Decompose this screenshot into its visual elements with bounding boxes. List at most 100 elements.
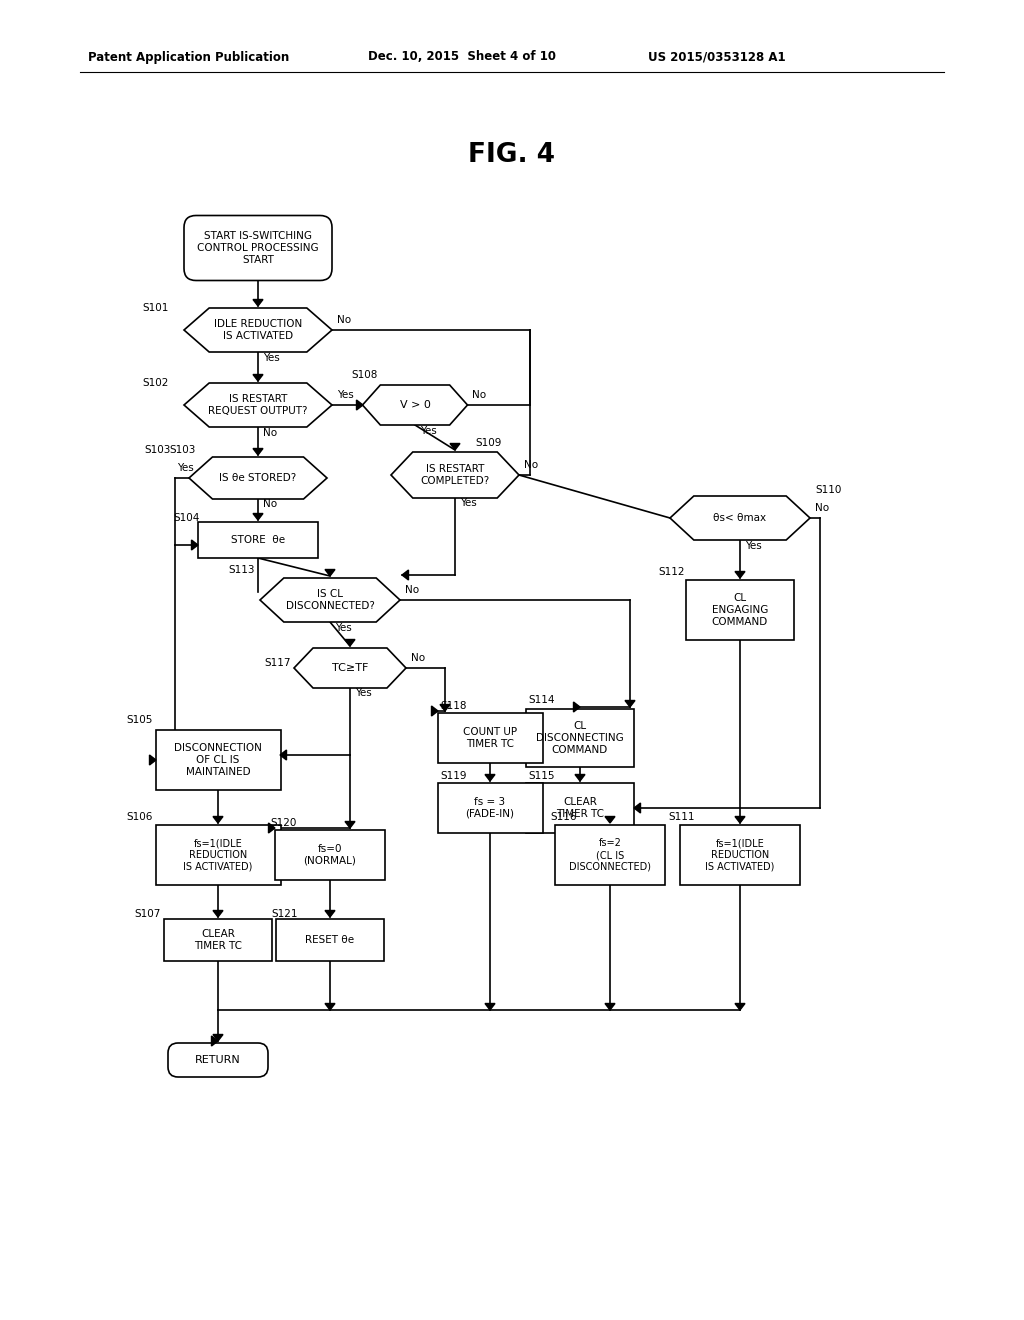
Text: fs=2
(CL IS
DISCONNECTED): fs=2 (CL IS DISCONNECTED) xyxy=(569,838,651,871)
Text: CLEAR
TIMER TC: CLEAR TIMER TC xyxy=(556,797,604,818)
Text: fs=0
(NORMAL): fs=0 (NORMAL) xyxy=(303,845,356,866)
Polygon shape xyxy=(268,822,275,833)
Bar xyxy=(164,919,272,961)
Polygon shape xyxy=(150,755,156,766)
Polygon shape xyxy=(431,706,438,715)
Polygon shape xyxy=(625,701,635,708)
Text: Dec. 10, 2015  Sheet 4 of 10: Dec. 10, 2015 Sheet 4 of 10 xyxy=(368,50,556,63)
Polygon shape xyxy=(253,375,263,381)
Text: No: No xyxy=(406,585,419,595)
Text: fs=1(IDLE
REDUCTION
IS ACTIVATED): fs=1(IDLE REDUCTION IS ACTIVATED) xyxy=(706,838,775,871)
FancyBboxPatch shape xyxy=(168,1043,268,1077)
Text: fs=1(IDLE
REDUCTION
IS ACTIVATED): fs=1(IDLE REDUCTION IS ACTIVATED) xyxy=(183,838,253,871)
Text: V > 0: V > 0 xyxy=(399,400,430,411)
Text: S105: S105 xyxy=(126,715,153,725)
Polygon shape xyxy=(213,1035,223,1041)
Text: S120: S120 xyxy=(270,818,296,828)
Text: Yes: Yes xyxy=(355,688,372,698)
Bar xyxy=(526,783,634,833)
Text: S108: S108 xyxy=(351,370,378,380)
Text: S103: S103 xyxy=(144,445,170,455)
Polygon shape xyxy=(735,572,745,578)
Bar xyxy=(437,713,543,763)
Polygon shape xyxy=(213,817,223,822)
Text: Yes: Yes xyxy=(460,498,477,508)
Text: S103: S103 xyxy=(169,445,196,455)
Text: Patent Application Publication: Patent Application Publication xyxy=(88,50,289,63)
Polygon shape xyxy=(345,821,355,828)
Text: START IS-SWITCHING
CONTROL PROCESSING
START: START IS-SWITCHING CONTROL PROCESSING ST… xyxy=(198,231,318,264)
Polygon shape xyxy=(253,513,263,520)
Polygon shape xyxy=(260,578,400,622)
Polygon shape xyxy=(670,496,810,540)
Text: STORE  θe: STORE θe xyxy=(231,535,285,545)
Text: S119: S119 xyxy=(440,771,467,781)
Polygon shape xyxy=(485,1003,495,1010)
Text: No: No xyxy=(337,315,351,325)
Bar xyxy=(198,521,318,558)
Polygon shape xyxy=(345,639,355,645)
Text: θs< θmax: θs< θmax xyxy=(714,513,767,523)
Text: IS RESTART
REQUEST OUTPUT?: IS RESTART REQUEST OUTPUT? xyxy=(208,395,308,416)
Polygon shape xyxy=(605,817,615,822)
Text: IDLE REDUCTION
IS ACTIVATED: IDLE REDUCTION IS ACTIVATED xyxy=(214,319,302,341)
Polygon shape xyxy=(391,451,519,498)
Polygon shape xyxy=(294,648,406,688)
Polygon shape xyxy=(189,457,327,499)
Bar xyxy=(437,783,543,833)
Text: CL
ENGAGING
COMMAND: CL ENGAGING COMMAND xyxy=(712,594,768,627)
Polygon shape xyxy=(325,569,335,576)
Polygon shape xyxy=(634,803,640,813)
Polygon shape xyxy=(450,444,460,450)
Text: IS θe STORED?: IS θe STORED? xyxy=(219,473,297,483)
Polygon shape xyxy=(253,300,263,306)
Polygon shape xyxy=(362,385,468,425)
Text: fs = 3
(FADE-IN): fs = 3 (FADE-IN) xyxy=(466,797,514,818)
Text: S114: S114 xyxy=(528,696,555,705)
Polygon shape xyxy=(573,702,580,711)
Text: RETURN: RETURN xyxy=(196,1055,241,1065)
Text: S110: S110 xyxy=(815,484,842,495)
Text: No: No xyxy=(263,428,278,438)
Bar xyxy=(526,709,634,767)
Bar xyxy=(555,825,665,884)
Text: FIG. 4: FIG. 4 xyxy=(469,143,555,168)
Text: S107: S107 xyxy=(134,909,161,919)
Text: No: No xyxy=(815,503,829,513)
Polygon shape xyxy=(485,775,495,781)
Text: S112: S112 xyxy=(658,568,684,577)
Polygon shape xyxy=(184,308,332,352)
Text: Yes: Yes xyxy=(745,541,762,550)
Polygon shape xyxy=(402,570,409,579)
Text: Yes: Yes xyxy=(263,352,280,363)
Text: Yes: Yes xyxy=(420,426,437,436)
Polygon shape xyxy=(253,449,263,455)
Polygon shape xyxy=(735,817,745,822)
Polygon shape xyxy=(356,400,362,411)
Text: DISCONNECTION
OF CL IS
MAINTAINED: DISCONNECTION OF CL IS MAINTAINED xyxy=(174,743,262,776)
Text: S121: S121 xyxy=(271,909,298,919)
Text: S116: S116 xyxy=(550,812,577,822)
Text: IS CL
DISCONNECTED?: IS CL DISCONNECTED? xyxy=(286,589,375,611)
Polygon shape xyxy=(575,775,585,781)
Polygon shape xyxy=(325,1003,335,1010)
Bar xyxy=(275,830,385,880)
Text: No: No xyxy=(411,653,425,663)
Polygon shape xyxy=(280,750,287,760)
Text: S117: S117 xyxy=(264,657,291,668)
Bar xyxy=(686,579,794,640)
Text: S109: S109 xyxy=(475,438,502,447)
Text: IS RESTART
COMPLETED?: IS RESTART COMPLETED? xyxy=(421,465,489,486)
Bar xyxy=(156,825,281,884)
Text: CLEAR
TIMER TC: CLEAR TIMER TC xyxy=(194,929,242,950)
Polygon shape xyxy=(184,383,332,426)
Text: RESET θe: RESET θe xyxy=(305,935,354,945)
Text: S102: S102 xyxy=(142,378,168,388)
Polygon shape xyxy=(605,1003,615,1010)
Text: COUNT UP
TIMER TC: COUNT UP TIMER TC xyxy=(463,727,517,748)
Text: S111: S111 xyxy=(668,812,694,822)
Text: S106: S106 xyxy=(126,812,153,822)
Polygon shape xyxy=(191,540,198,550)
Bar xyxy=(156,730,281,789)
Text: No: No xyxy=(263,499,278,510)
